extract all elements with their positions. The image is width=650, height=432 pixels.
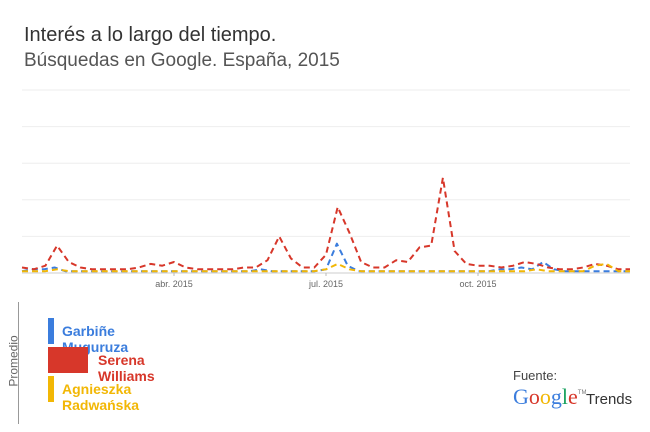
legend-bar-garbine xyxy=(48,318,54,344)
legend-label-serena: Serena Williams xyxy=(98,352,155,384)
source-label: Fuente: xyxy=(513,368,558,383)
legend-axis-line xyxy=(18,302,19,424)
legend-bar-agnieszka xyxy=(48,376,54,402)
logo-letter-o1: o xyxy=(528,384,540,409)
series-line-2 xyxy=(22,262,630,273)
legend: Promedio Garbiñe Muguruza Serena William… xyxy=(7,302,248,424)
x-tick-label: abr. 2015 xyxy=(155,279,193,289)
series-line-0 xyxy=(21,242,630,273)
trends-label: Trends xyxy=(586,391,633,408)
logo-letter-e: e xyxy=(568,384,578,409)
legend-axis-label: Promedio xyxy=(6,335,21,387)
logo-letter-o2: o xyxy=(539,384,551,409)
legend-label-agnieszka: Agnieszka Radwańska xyxy=(62,381,140,413)
x-tick-label: oct. 2015 xyxy=(459,279,496,289)
google-logo: GoogleTM xyxy=(513,384,586,410)
x-tick-label: jul. 2015 xyxy=(308,279,343,289)
series-line-1 xyxy=(21,176,630,271)
chart-subtitle: Búsquedas en Google. España, 2015 xyxy=(24,50,340,71)
chart-title: Interés a lo largo del tiempo. xyxy=(24,24,277,46)
logo-letter-g2: g xyxy=(550,384,562,409)
logo-letter-g1: G xyxy=(513,384,529,409)
line-chart: abr. 2015 jul. 2015 oct. 2015 xyxy=(21,89,630,289)
trademark: TM xyxy=(577,390,587,396)
legend-bar-serena xyxy=(48,347,88,373)
logo-letter-l: l xyxy=(561,384,569,409)
